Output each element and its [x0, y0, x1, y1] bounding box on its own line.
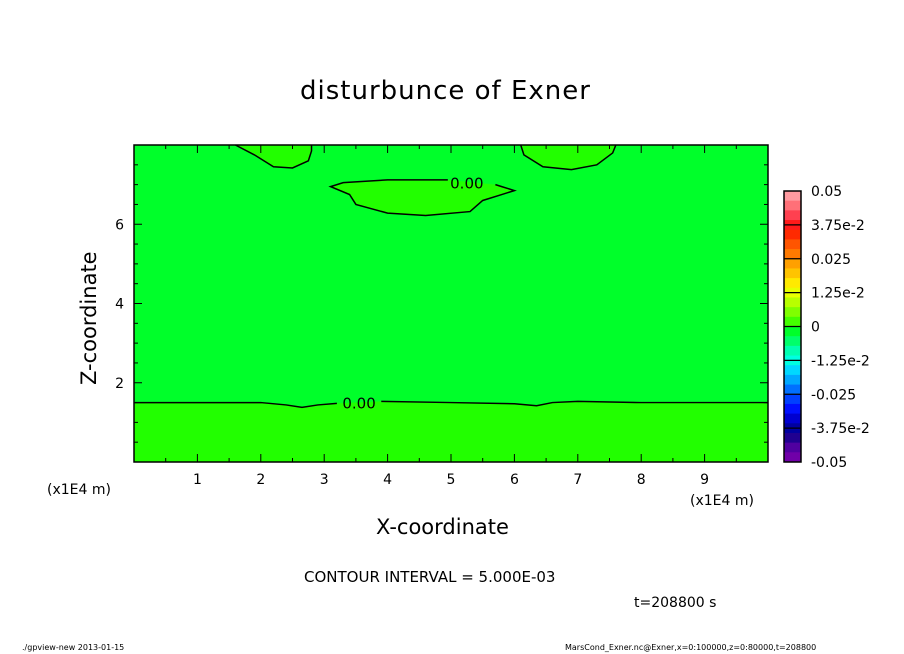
- x-tick-label: 7: [573, 472, 582, 488]
- colorbar-label: 0: [811, 320, 820, 336]
- x-tick-label: 6: [510, 472, 519, 488]
- x-tick-label: 8: [637, 472, 646, 488]
- colorbar-swatch: [784, 200, 801, 211]
- x-tick-label: 9: [700, 472, 709, 488]
- colorbar-swatch: [784, 345, 801, 357]
- colorbar-swatch: [784, 413, 801, 424]
- time-label: t=208800 s: [634, 595, 717, 611]
- x-unit-left: (x1E4 m): [47, 482, 111, 498]
- colorbar-label: 0.025: [811, 252, 851, 268]
- contour-line: [134, 401, 337, 409]
- colorbar-swatch: [784, 268, 801, 279]
- x-tick-label: 3: [320, 472, 329, 488]
- colorbar-swatch: [784, 258, 801, 269]
- colorbar-label: -0.025: [811, 387, 856, 403]
- x-axis-label: X-coordinate: [376, 515, 509, 539]
- colorbar-swatch: [784, 278, 801, 289]
- footer-left: ./gpview-new 2013-01-15: [22, 643, 125, 652]
- colorbar-swatch: [784, 365, 801, 376]
- y-tick-label: 2: [115, 376, 124, 392]
- colorbar-swatch: [784, 297, 801, 308]
- colorbar-swatch: [784, 191, 801, 202]
- y-axis-label: Z-coordinate: [77, 251, 101, 385]
- colorbar-label: 1.25e-2: [811, 286, 865, 302]
- contour-fill-patch: [235, 145, 312, 168]
- colorbar-label: 0.05: [811, 184, 842, 200]
- colorbar-label: 3.75e-2: [811, 218, 865, 234]
- colorbar-swatch: [784, 210, 801, 221]
- colorbar-label: -3.75e-2: [811, 421, 870, 437]
- colorbar-swatch: [784, 307, 801, 318]
- colorbar-swatch: [784, 316, 801, 327]
- contour-line: [235, 144, 313, 169]
- colorbar-swatch: [784, 442, 801, 453]
- x-tick-label: 2: [256, 472, 265, 488]
- contour-line: [328, 179, 517, 217]
- contour-line: [381, 400, 768, 407]
- contour-interval: CONTOUR INTERVAL = 5.000E-03: [304, 568, 556, 586]
- colorbar-label: -0.05: [811, 455, 847, 471]
- chart-title: disturbunce of Exner: [300, 76, 591, 106]
- contour-label: 0.00: [450, 175, 483, 193]
- colorbar-swatch: [784, 336, 801, 347]
- colorbar-label: -1.25e-2: [811, 353, 870, 369]
- contour-line: [520, 144, 617, 171]
- footer-right: MarsCond_Exner.nc@Exner,x=0:100000,z=0:8…: [565, 643, 817, 652]
- colorbar-swatch: [784, 229, 801, 240]
- x-unit-right: (x1E4 m): [690, 493, 754, 509]
- colorbar-swatch: [784, 403, 801, 415]
- colorbar-swatch: [784, 249, 801, 260]
- contour-label: 0.00: [342, 395, 375, 413]
- colorbar-swatch: [784, 326, 801, 337]
- colorbar-swatch: [784, 452, 801, 463]
- contour-fill-bottom: [134, 401, 768, 462]
- colorbar-swatch: [784, 239, 801, 250]
- y-tick-label: 4: [115, 297, 124, 313]
- contour-fill-patch: [520, 145, 616, 170]
- contour-fill-patch: [330, 179, 515, 216]
- colorbar-swatch: [784, 374, 801, 386]
- colorbar-frame: [783, 190, 802, 463]
- colorbar-swatch: [784, 432, 801, 444]
- x-tick-label: 5: [447, 472, 456, 488]
- x-tick-label: 1: [193, 472, 202, 488]
- colorbar-swatch: [784, 384, 801, 395]
- y-tick-label: 6: [115, 217, 124, 233]
- x-tick-label: 4: [383, 472, 392, 488]
- colorbar-swatch: [784, 394, 801, 405]
